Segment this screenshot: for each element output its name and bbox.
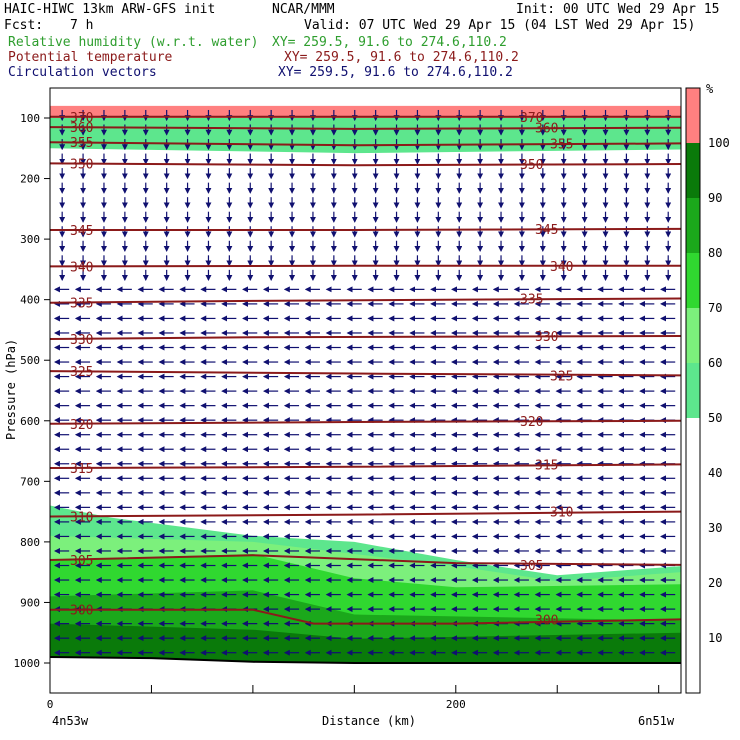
theta-label-right-315: 315 bbox=[535, 458, 558, 473]
theta-label-315: 315 bbox=[70, 462, 93, 477]
model-title: HAIC-HIWC 13km ARW-GFS init bbox=[4, 2, 216, 17]
theta-label-right-300: 300 bbox=[535, 613, 558, 628]
theta-label-right-305: 305 bbox=[520, 559, 543, 574]
colorbar-label-90: 90 bbox=[708, 191, 722, 205]
colorbar-label-50: 50 bbox=[708, 411, 722, 425]
colorbar-frame bbox=[685, 87, 701, 694]
colorbar-band-0 bbox=[686, 418, 700, 693]
colorbar-label-30: 30 bbox=[708, 521, 722, 535]
y-axis-label: Pressure (hPa) bbox=[4, 339, 18, 440]
theta-contour-360 bbox=[50, 126, 681, 130]
theta-contour-325 bbox=[50, 370, 681, 377]
y-tick-label-200: 200 bbox=[20, 173, 40, 186]
colorbar-label-10: 10 bbox=[708, 631, 722, 645]
rh-region-1 bbox=[50, 118, 681, 154]
theta-label-370: 370 bbox=[70, 111, 93, 126]
x-axis-label: Distance (km) bbox=[322, 714, 416, 728]
theta-label-right-320: 320 bbox=[520, 415, 543, 430]
theta-contour-340 bbox=[50, 264, 681, 268]
terrain-fill bbox=[50, 656, 681, 693]
org-label: NCAR/MMM bbox=[272, 2, 335, 17]
theta-contour-310 bbox=[50, 510, 681, 518]
field-rh-xy: XY= 259.5, 91.6 to 274.6,110.2 bbox=[272, 35, 507, 50]
y-tick-label-900: 900 bbox=[20, 596, 40, 609]
colorbar-label-60: 60 bbox=[708, 356, 722, 370]
theta-label-right-355: 355 bbox=[550, 137, 573, 152]
theta-contour-335 bbox=[50, 297, 681, 304]
theta-label-305: 305 bbox=[70, 554, 93, 569]
y-tick-label-800: 800 bbox=[20, 536, 40, 549]
colorbar-band-4 bbox=[686, 198, 700, 253]
theta-contour-350 bbox=[50, 162, 681, 167]
x-tick-label-200: 200 bbox=[446, 698, 466, 711]
field-vector-name: Circulation vectors bbox=[8, 65, 157, 80]
theta-label-right-360: 360 bbox=[535, 122, 558, 137]
theta-contour-345 bbox=[50, 227, 681, 232]
theta-label-340: 340 bbox=[70, 260, 93, 275]
theta-label-right-310: 310 bbox=[550, 506, 573, 521]
valid-time: Valid: 07 UTC Wed 29 Apr 15 (04 LST Wed … bbox=[304, 18, 696, 33]
colorbar-band-6 bbox=[686, 88, 700, 143]
y-tick-label-700: 700 bbox=[20, 475, 40, 488]
y-tick-label-400: 400 bbox=[20, 294, 40, 307]
y-tick-label-600: 600 bbox=[20, 415, 40, 428]
theta-label-right-335: 335 bbox=[520, 292, 543, 307]
fcst-label: Fcst: bbox=[4, 18, 44, 33]
theta-label-300: 300 bbox=[70, 604, 93, 619]
theta-label-345: 345 bbox=[70, 224, 93, 239]
init-time: Init: 00 UTC Wed 29 Apr 15 bbox=[516, 2, 720, 17]
colorbar-label-20: 20 bbox=[708, 576, 722, 590]
colorbar-band-1 bbox=[686, 363, 700, 418]
y-tick-label-100: 100 bbox=[20, 112, 40, 125]
colorbar-band-5 bbox=[686, 143, 700, 198]
field-theta-xy: XY= 259.5, 91.6 to 274.6,110.2 bbox=[284, 50, 519, 65]
theta-label-350: 350 bbox=[70, 157, 93, 172]
y-tick-label-1000: 1000 bbox=[14, 657, 41, 670]
y-tick-label-300: 300 bbox=[20, 233, 40, 246]
colorbar-label-100: 100 bbox=[708, 136, 730, 150]
theta-contour-315 bbox=[50, 463, 681, 470]
field-theta-name: Potential temperature bbox=[8, 50, 173, 65]
theta-label-355: 355 bbox=[70, 136, 93, 151]
rh-region-0 bbox=[50, 105, 681, 118]
field-vector-xy: XY= 259.5, 91.6 to 274.6,110.2 bbox=[278, 65, 513, 80]
theta-label-330: 330 bbox=[70, 333, 93, 348]
theta-contour-355 bbox=[50, 141, 681, 147]
theta-label-right-370: 370 bbox=[520, 111, 543, 126]
theta-label-right-340: 340 bbox=[550, 260, 573, 275]
plot-frame bbox=[49, 87, 682, 694]
x-tick-label-0: 0 bbox=[47, 698, 54, 711]
theta-label-310: 310 bbox=[70, 510, 93, 525]
colorbar-label-40: 40 bbox=[708, 466, 722, 480]
y-tick-label-500: 500 bbox=[20, 354, 40, 367]
theta-label-335: 335 bbox=[70, 297, 93, 312]
colorbar-band-3 bbox=[686, 253, 700, 308]
field-rh-name: Relative humidity (w.r.t. water) bbox=[8, 35, 259, 50]
theta-contour-320 bbox=[50, 419, 681, 425]
theta-contour-305 bbox=[50, 554, 681, 566]
colorbar-unit: % bbox=[706, 82, 714, 96]
endpoint-left: 4n53w bbox=[52, 714, 89, 728]
theta-label-320: 320 bbox=[70, 418, 93, 433]
theta-label-right-330: 330 bbox=[535, 330, 558, 345]
endpoint-right: 6n51w bbox=[638, 714, 675, 728]
theta-contour-330 bbox=[50, 335, 681, 341]
theta-label-right-350: 350 bbox=[520, 158, 543, 173]
fcst-value: 7 h bbox=[70, 18, 94, 33]
terrain-line bbox=[50, 655, 681, 664]
colorbar-label-80: 80 bbox=[708, 246, 722, 260]
theta-label-325: 325 bbox=[70, 365, 93, 380]
theta-label-360: 360 bbox=[70, 121, 93, 136]
theta-label-right-325: 325 bbox=[550, 369, 573, 384]
colorbar-band-2 bbox=[686, 308, 700, 363]
theta-label-right-345: 345 bbox=[535, 223, 558, 238]
theta-contour-300 bbox=[50, 608, 681, 625]
colorbar-label-70: 70 bbox=[708, 301, 722, 315]
